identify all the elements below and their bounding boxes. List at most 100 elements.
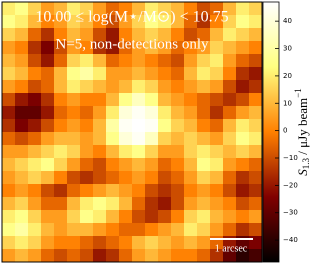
heatmap-cell xyxy=(80,80,94,94)
heatmap-cell xyxy=(132,132,146,146)
heatmap-cell xyxy=(236,15,250,29)
heatmap-cell xyxy=(15,67,29,81)
heatmap-cell xyxy=(2,132,16,146)
heatmap-cell xyxy=(158,54,172,68)
heatmap-cell xyxy=(80,145,94,159)
heatmap-cell xyxy=(41,2,55,16)
heatmap-cell xyxy=(15,106,29,120)
heatmap-cell xyxy=(54,54,68,68)
map-frame xyxy=(1,1,263,263)
heatmap-cell xyxy=(93,106,107,120)
heatmap-cell xyxy=(15,249,29,263)
heatmap-cell xyxy=(171,197,185,211)
heatmap-cell xyxy=(93,93,107,107)
heatmap-cell xyxy=(236,158,250,172)
heatmap-cell xyxy=(15,210,29,224)
heatmap-cell xyxy=(236,80,250,94)
heatmap-cell xyxy=(41,197,55,211)
heatmap-cell xyxy=(223,93,237,107)
heatmap-cell xyxy=(145,236,159,250)
heatmap-cell xyxy=(145,197,159,211)
heatmap-cell xyxy=(158,93,172,107)
heatmap-cell xyxy=(158,132,172,146)
heatmap-cell xyxy=(41,249,55,263)
heatmap-cell xyxy=(106,171,120,185)
colorbar-tick-label: −20 xyxy=(283,181,298,189)
heatmap-cell xyxy=(171,28,185,42)
heatmap-cell xyxy=(210,223,224,237)
heatmap-cell xyxy=(184,210,198,224)
heatmap-cell xyxy=(197,67,211,81)
heatmap-cell xyxy=(2,15,16,29)
heatmap-cell xyxy=(41,106,55,120)
heatmap-cell xyxy=(249,28,263,42)
heatmap-cell xyxy=(80,2,94,16)
heatmap-cell xyxy=(15,145,29,159)
heatmap-cell xyxy=(249,249,263,263)
heatmap-cell xyxy=(223,210,237,224)
heatmap-cell xyxy=(80,67,94,81)
heatmap-cell xyxy=(236,223,250,237)
heatmap-cell xyxy=(236,171,250,185)
heatmap-cell xyxy=(67,54,81,68)
heatmap-cell xyxy=(106,249,120,263)
heatmap-cell xyxy=(132,119,146,133)
heatmap-cell xyxy=(54,80,68,94)
heatmap-cell xyxy=(210,54,224,68)
heatmap-cell xyxy=(145,15,159,29)
heatmap-cell xyxy=(158,67,172,81)
heatmap-cell xyxy=(15,197,29,211)
heatmap-cell xyxy=(236,67,250,81)
heatmap-cell xyxy=(184,132,198,146)
heatmap-cell xyxy=(119,210,133,224)
heatmap-cell xyxy=(80,132,94,146)
heatmap-cell xyxy=(184,28,198,42)
heatmap-cell xyxy=(223,223,237,237)
heatmap-cell xyxy=(93,236,107,250)
heatmap-cell xyxy=(28,132,42,146)
heatmap-cell xyxy=(132,158,146,172)
heatmap-cell xyxy=(15,223,29,237)
heatmap-cell xyxy=(2,236,16,250)
heatmap-cell xyxy=(80,106,94,120)
heatmap-cell xyxy=(15,184,29,198)
heatmap-cell xyxy=(28,249,42,263)
heatmap-cell xyxy=(15,2,29,16)
heatmap-cell xyxy=(2,184,16,198)
heatmap-cell xyxy=(236,119,250,133)
heatmap-cell xyxy=(80,197,94,211)
heatmap-cell xyxy=(145,93,159,107)
heatmap-cell xyxy=(249,54,263,68)
heatmap-cell xyxy=(41,54,55,68)
heatmap-cell xyxy=(15,171,29,185)
heatmap-cell xyxy=(2,119,16,133)
heatmap-cell xyxy=(158,28,172,42)
heatmap-cell xyxy=(210,158,224,172)
heatmap-cell xyxy=(158,2,172,16)
heatmap-cell xyxy=(106,2,120,16)
heatmap-cell xyxy=(171,184,185,198)
heatmap-cell xyxy=(210,106,224,120)
heatmap-cell xyxy=(93,223,107,237)
heatmap-cell xyxy=(93,119,107,133)
heatmap-cell xyxy=(28,197,42,211)
heatmap-cell xyxy=(28,93,42,107)
heatmap-cell xyxy=(119,80,133,94)
heatmap-cell xyxy=(2,106,16,120)
heatmap-cell xyxy=(210,145,224,159)
heatmap-cell xyxy=(119,223,133,237)
heatmap-cell xyxy=(93,2,107,16)
heatmap-cell xyxy=(223,132,237,146)
heatmap-cell xyxy=(184,236,198,250)
colorbar-axis: −40 −30 −20 −10 0 10 20 30 40 xyxy=(275,17,298,244)
heatmap-cell xyxy=(2,223,16,237)
colorbar-tick-label: −10 xyxy=(283,154,298,162)
heatmap-cell xyxy=(171,236,185,250)
heatmap-cell xyxy=(197,41,211,55)
heatmap-cell xyxy=(2,171,16,185)
heatmap-cell xyxy=(145,2,159,16)
heatmap-cell xyxy=(223,145,237,159)
heatmap-cell xyxy=(119,67,133,81)
heatmap-cell xyxy=(249,93,263,107)
heatmap-cell xyxy=(184,184,198,198)
